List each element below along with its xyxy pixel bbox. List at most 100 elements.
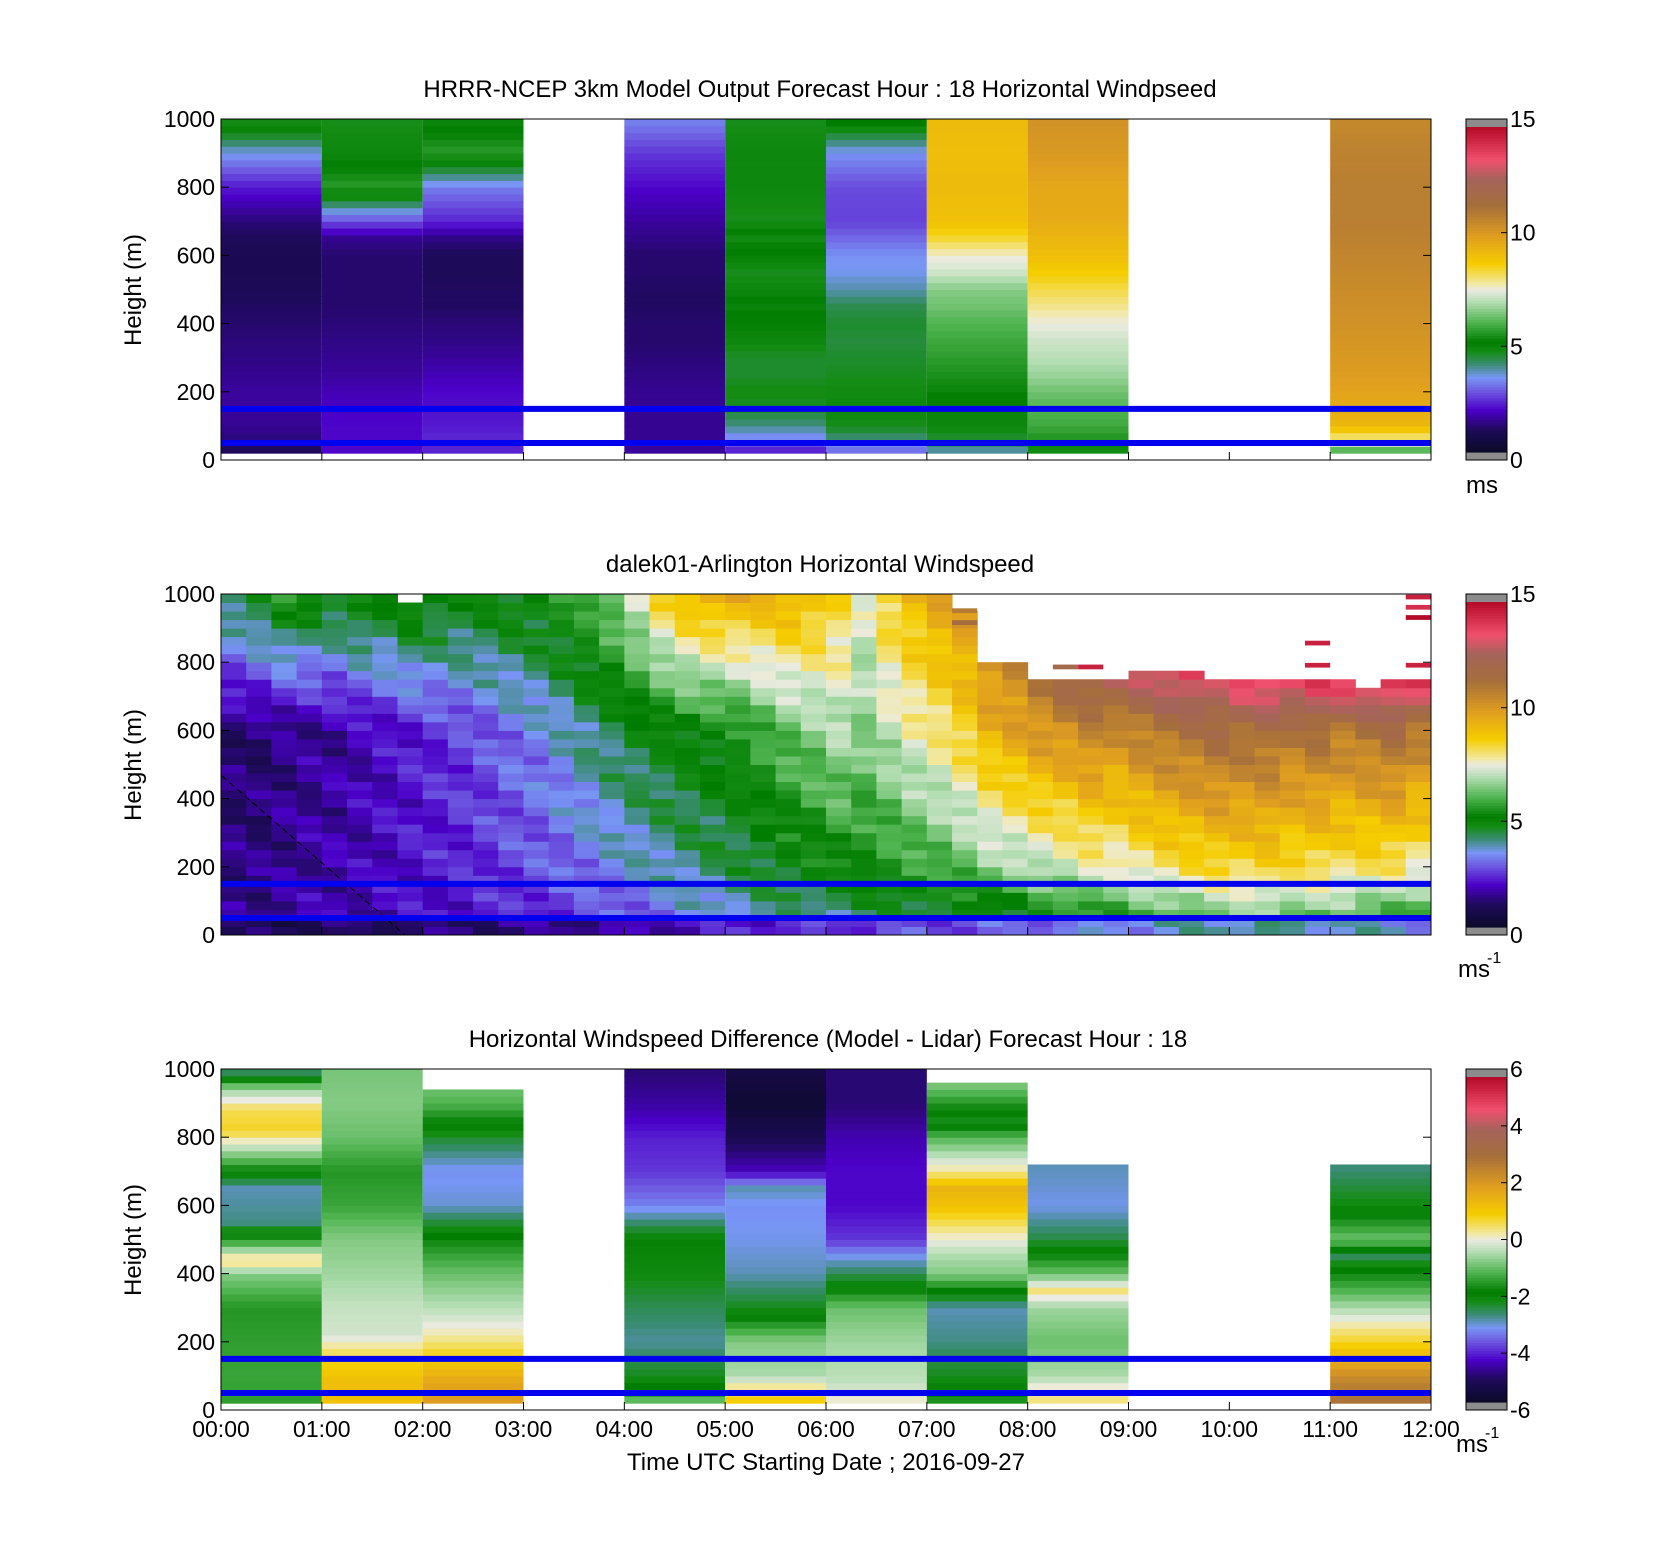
heatmap-cell (1355, 696, 1382, 706)
colorbar-segment (1466, 297, 1507, 301)
heatmap-cell (1078, 730, 1104, 740)
heatmap-cell (271, 594, 298, 604)
heatmap-cell (1078, 798, 1104, 808)
heatmap-cell (221, 909, 247, 919)
heatmap-cell (422, 1382, 524, 1391)
heatmap-cell (573, 773, 600, 783)
heatmap-cell (321, 611, 348, 621)
heatmap-cell (1027, 900, 1054, 910)
colorbar-segment (1466, 1331, 1507, 1335)
heatmap-cell (1027, 1382, 1129, 1391)
heatmap-cell (221, 721, 247, 731)
heatmap-cell (977, 730, 1003, 740)
heatmap-cell (775, 849, 802, 859)
heatmap-cell (775, 713, 802, 723)
heatmap-cell (649, 738, 676, 748)
heatmap-cell (674, 764, 701, 774)
heatmap-cell (498, 662, 524, 672)
heatmap-cell (1027, 1178, 1129, 1186)
heatmap-cell (901, 926, 928, 936)
heatmap-cell (876, 721, 903, 731)
heatmap-cell (624, 330, 726, 338)
heatmap-cell (447, 653, 474, 663)
colorbar-segment (1466, 192, 1507, 196)
heatmap-cell (1027, 275, 1129, 284)
heatmap-cell (1002, 781, 1029, 791)
panel-model-x-ticks (220, 452, 1432, 460)
heatmap-cell (321, 1307, 423, 1316)
heatmap-cell (397, 738, 424, 748)
heatmap-cell (1254, 866, 1281, 876)
heatmap-cell (296, 824, 323, 834)
heatmap-cell (347, 636, 373, 646)
heatmap-cell (1254, 841, 1281, 851)
heatmap-cell (246, 721, 272, 731)
heatmap-cell (397, 713, 424, 723)
heatmap-cell (296, 798, 323, 808)
colorbar-segment (1466, 1196, 1507, 1200)
heatmap-cell (826, 1280, 927, 1288)
heatmap-cell (1254, 824, 1281, 834)
heatmap-cell (1304, 764, 1331, 774)
heatmap-cell (725, 357, 826, 366)
colorbar-segment (1466, 1112, 1507, 1116)
heatmap-cell (725, 1116, 826, 1125)
heatmap-cell (321, 1137, 423, 1145)
heatmap-cell (321, 234, 423, 243)
heatmap-cell (573, 645, 600, 655)
heatmap-cell (649, 730, 676, 740)
heatmap-cell (221, 384, 322, 393)
heatmap-cell (548, 611, 575, 621)
colorbar-segment (1466, 824, 1507, 828)
colorbar-segment (1466, 1345, 1507, 1349)
heatmap-cell (624, 636, 651, 646)
heatmap-cell (1304, 747, 1331, 757)
heatmap-cell (926, 1246, 1028, 1254)
heatmap-cell (826, 790, 852, 800)
heatmap-cell (321, 636, 348, 646)
heatmap-cell (1330, 214, 1431, 222)
heatmap-cell (422, 1348, 524, 1356)
heatmap-cell (725, 153, 826, 161)
heatmap-cell (826, 1103, 927, 1111)
heatmap-cell (1027, 1253, 1129, 1261)
heatmap-cell (952, 670, 978, 680)
heatmap-cell (1279, 824, 1306, 834)
heatmap-cell (321, 214, 423, 222)
heatmap-cell (826, 798, 852, 808)
heatmap-cell (271, 704, 298, 714)
colorbar-segment (1466, 1312, 1507, 1316)
heatmap-cell (422, 653, 449, 663)
heatmap-cell (1380, 790, 1407, 800)
heatmap-cell (926, 611, 953, 621)
heatmap-cell (1330, 1219, 1431, 1227)
heatmap-cell (1153, 790, 1180, 800)
colorbar-segment (1466, 1147, 1507, 1151)
heatmap-cell (573, 670, 600, 680)
colorbar-segment (1466, 303, 1507, 307)
heatmap-cell (750, 611, 777, 621)
heatmap-cell (372, 815, 398, 825)
heatmap-cell (699, 636, 726, 646)
colorbar-segment (1466, 761, 1507, 766)
heatmap-cell (1052, 841, 1079, 851)
heatmap-cell (624, 1239, 726, 1247)
heatmap-cell (271, 926, 298, 936)
heatmap-cell (826, 738, 852, 748)
heatmap-cell (876, 892, 903, 902)
heatmap-cell (1027, 248, 1129, 256)
colorbar-segment (1466, 127, 1507, 131)
heatmap-cell (473, 721, 499, 731)
heatmap-cell (826, 1075, 927, 1084)
heatmap-cell (372, 883, 398, 893)
heatmap-cell (926, 1103, 1028, 1111)
heatmap-cell (347, 926, 373, 936)
heatmap-cell (573, 611, 600, 621)
colorbar-segment (1466, 294, 1507, 299)
heatmap-cell (1153, 670, 1180, 680)
heatmap-cell (1229, 790, 1256, 800)
heatmap-cell (321, 1294, 423, 1302)
heatmap-cell (296, 679, 323, 689)
heatmap-cell (1229, 704, 1256, 714)
colorbar-segment (1466, 362, 1507, 366)
